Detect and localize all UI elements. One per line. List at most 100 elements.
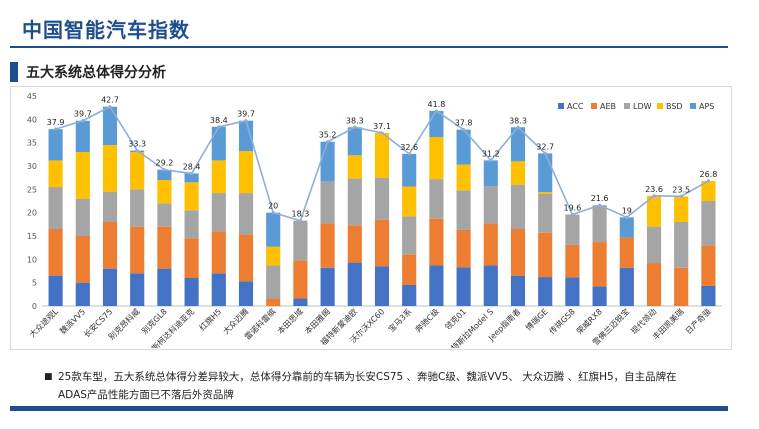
bar-ldw (48, 187, 63, 229)
bar-ldw (374, 177, 390, 220)
total-data-label: 29.2 (155, 159, 173, 168)
category-label: 宝马3系 (386, 306, 414, 334)
total-score-point (434, 109, 438, 113)
total-score-point (135, 149, 139, 153)
bar-aps (48, 129, 63, 161)
bar-bsd (211, 160, 226, 194)
total-score-point (54, 127, 58, 131)
bar-aps (320, 141, 335, 182)
total-score-point (81, 119, 85, 123)
total-score-point (271, 211, 275, 215)
y-tick-label: 15 (27, 232, 37, 241)
total-data-label: 19 (622, 206, 632, 215)
total-data-label: 37.9 (47, 118, 65, 127)
bar-ldw (592, 205, 607, 243)
total-data-label: 32.6 (400, 143, 418, 152)
total-data-label: 32.7 (536, 142, 554, 151)
legend-label-acc: ACC (567, 102, 584, 111)
y-tick-label: 10 (27, 255, 37, 264)
total-data-label: 23.6 (645, 185, 663, 194)
category-label: 红旗H5 (197, 306, 223, 332)
bar-aeb (75, 236, 90, 283)
total-data-label: 35.2 (319, 131, 337, 140)
bar-ldw (211, 193, 226, 232)
bar-ldw (646, 226, 662, 264)
total-data-label: 38.3 (509, 116, 527, 125)
bullet-icon: ■ (44, 372, 53, 382)
bar-aeb (347, 225, 362, 263)
category-label: 博瑞GE (523, 306, 549, 332)
bar-acc (402, 285, 417, 306)
bar-ldw (157, 203, 172, 227)
bar-acc (157, 268, 172, 306)
bar-aps (402, 153, 417, 187)
bar-aeb (510, 229, 526, 276)
legend-swatch-acc (558, 103, 564, 109)
total-data-label: 39.7 (74, 110, 92, 119)
bar-aps (238, 120, 254, 152)
bar-bsd (266, 246, 281, 266)
total-score-point (570, 212, 575, 217)
bar-acc (592, 286, 607, 306)
section-title: 五大系统总体得分分析 (26, 65, 166, 81)
bar-aeb (48, 229, 63, 276)
total-score-point (543, 151, 547, 155)
bar-bsd (456, 164, 471, 191)
bar-acc (429, 265, 444, 306)
bar-bsd (510, 161, 526, 185)
bar-acc (48, 275, 63, 306)
bar-acc (565, 277, 580, 306)
bar-bsd (646, 195, 662, 227)
total-score-point (489, 158, 493, 162)
bar-ldw (402, 216, 417, 255)
bar-aps (184, 173, 199, 183)
total-data-label: 38.3 (346, 116, 364, 125)
bar-bsd (102, 145, 118, 192)
y-tick-label: 5 (32, 279, 37, 288)
bar-ldw (293, 220, 308, 261)
bar-acc (456, 267, 471, 306)
category-label: 奔驰C级 (413, 306, 441, 334)
bar-bsd (75, 152, 90, 199)
total-data-label: 20 (268, 202, 278, 211)
bar-acc (619, 267, 634, 306)
total-data-label: 41.8 (427, 100, 445, 109)
bar-ldw (347, 178, 362, 226)
total-score-point (380, 131, 384, 135)
bar-aeb (429, 218, 444, 266)
bar-aps (456, 129, 471, 165)
bar-aeb (157, 226, 172, 269)
bar-acc (374, 266, 390, 306)
bar-acc (211, 273, 226, 306)
y-tick-label: 0 (32, 302, 37, 311)
bar-aps (619, 217, 634, 238)
bar-ldw (429, 179, 444, 219)
y-tick-label: 25 (27, 185, 37, 194)
bar-acc (510, 275, 526, 306)
total-data-label: 37.8 (455, 119, 473, 128)
total-score-point (190, 171, 194, 176)
bar-aps (266, 212, 281, 247)
y-tick-label: 20 (27, 209, 37, 218)
bar-ldw (456, 190, 471, 230)
legend-label-bsd: BSD (666, 102, 683, 111)
category-label: 传祺GS8 (547, 306, 577, 336)
bar-aeb (646, 263, 662, 306)
bar-aeb (184, 238, 199, 278)
y-tick-label: 30 (27, 162, 37, 171)
bar-aeb (701, 245, 716, 286)
bar-aeb (483, 223, 498, 266)
total-data-label: 33.3 (128, 140, 146, 149)
bar-aeb (266, 299, 281, 306)
bar-aps (75, 120, 90, 152)
bar-ldw (538, 194, 553, 233)
bar-aeb (374, 219, 390, 267)
bar-aps (538, 153, 553, 193)
bar-bsd (238, 151, 254, 194)
bar-aeb (211, 231, 226, 274)
category-label: 日产奇骏 (683, 306, 713, 336)
bar-bsd (347, 155, 362, 179)
bar-ldw (75, 198, 90, 236)
legend-label-aps: APS (699, 102, 714, 111)
bar-acc (184, 278, 199, 306)
